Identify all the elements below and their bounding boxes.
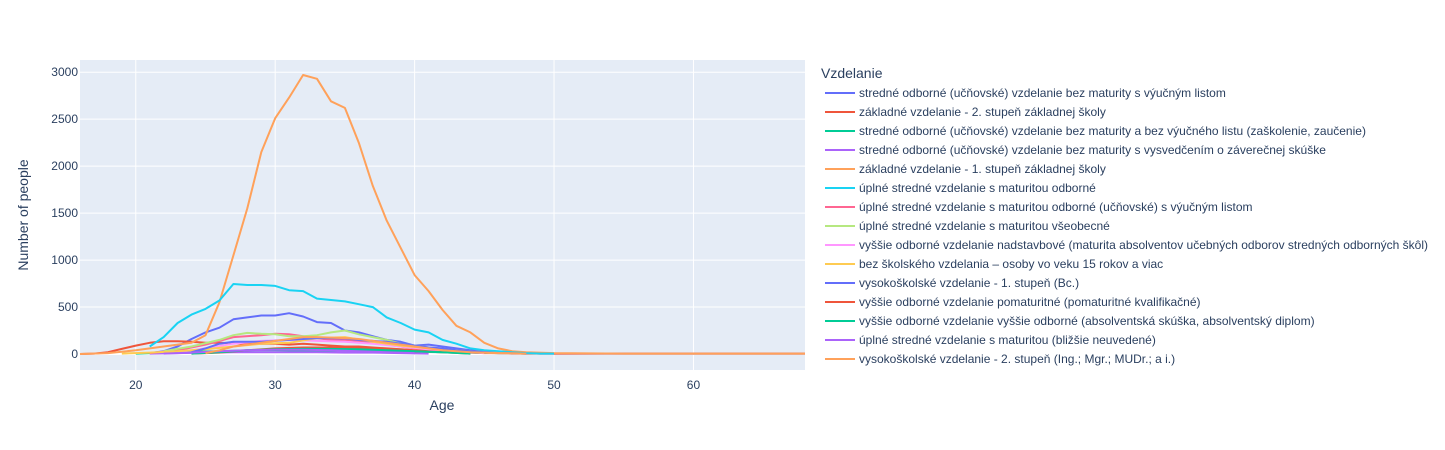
legend-label: základné vzdelanie - 2. stupeň základnej… xyxy=(859,105,1106,119)
y-axis-title: Number of people xyxy=(15,159,31,271)
legend-item[interactable]: základné vzdelanie - 2. stupeň základnej… xyxy=(825,105,1106,119)
legend-item[interactable]: stredné odborné (učňovské) vzdelanie bez… xyxy=(825,124,1366,138)
legend-label: úplné stredné vzdelanie s maturitou odbo… xyxy=(859,200,1253,214)
legend-item[interactable]: bez školského vzdelania – osoby vo veku … xyxy=(825,257,1163,271)
legend-item[interactable]: stredné odborné (učňovské) vzdelanie bez… xyxy=(825,143,1326,157)
legend: Vzdelanie stredné odborné (učňovské) vzd… xyxy=(821,65,1428,366)
legend-label: vyššie odborné vzdelanie nadstavbové (ma… xyxy=(859,238,1428,252)
legend-item[interactable]: úplné stredné vzdelanie s maturitou (bli… xyxy=(825,333,1156,347)
y-tick-label: 2000 xyxy=(51,159,78,173)
legend-item[interactable]: vysokoškolské vzdelanie - 1. stupeň (Bc.… xyxy=(825,276,1079,290)
legend-label: stredné odborné (učňovské) vzdelanie bez… xyxy=(859,143,1326,157)
legend-item[interactable]: úplné stredné vzdelanie s maturitou všeo… xyxy=(825,219,1110,233)
x-tick-label: 50 xyxy=(547,378,561,392)
legend-label: vysokoškolské vzdelanie - 1. stupeň (Bc.… xyxy=(859,276,1079,290)
series-lines xyxy=(79,74,805,355)
y-axis-ticks: 0 500 1000 1500 2000 2500 3000 xyxy=(51,65,78,361)
legend-label: vysokoškolské vzdelanie - 2. stupeň (Ing… xyxy=(859,352,1175,366)
legend-label: vyššie odborné vzdelanie pomaturitné (po… xyxy=(859,295,1201,309)
x-tick-label: 60 xyxy=(687,378,701,392)
legend-title: Vzdelanie xyxy=(821,65,883,81)
legend-item[interactable]: základné vzdelanie - 1. stupeň základnej… xyxy=(825,162,1106,176)
legend-item[interactable]: vyššie odborné vzdelanie nadstavbové (ma… xyxy=(825,238,1428,252)
legend-label: stredné odborné (učňovské) vzdelanie bez… xyxy=(859,124,1366,138)
plot-background xyxy=(80,60,805,370)
legend-label: základné vzdelanie - 1. stupeň základnej… xyxy=(859,162,1106,176)
legend-item[interactable]: úplné stredné vzdelanie s maturitou odbo… xyxy=(825,200,1253,214)
y-tick-label: 500 xyxy=(58,300,78,314)
legend-item[interactable]: úplné stredné vzdelanie s maturitou odbo… xyxy=(825,181,1096,195)
x-tick-label: 30 xyxy=(269,378,283,392)
x-axis-ticks: 20 30 40 50 60 xyxy=(129,378,700,392)
legend-label: vyššie odborné vzdelanie vyššie odborné … xyxy=(859,314,1315,328)
series-line-14 xyxy=(163,348,415,355)
legend-label: stredné odborné (učňovské) vzdelanie bez… xyxy=(859,86,1226,100)
legend-label: úplné stredné vzdelanie s maturitou všeo… xyxy=(859,219,1110,233)
y-tick-label: 1000 xyxy=(51,253,78,267)
legend-items: stredné odborné (učňovské) vzdelanie bez… xyxy=(825,86,1428,366)
legend-label: bez školského vzdelania – osoby vo veku … xyxy=(859,257,1163,271)
series-line-6 xyxy=(149,283,554,355)
legend-item[interactable]: vysokoškolské vzdelanie - 2. stupeň (Ing… xyxy=(825,352,1175,366)
legend-item[interactable]: vyššie odborné vzdelanie vyššie odborné … xyxy=(825,314,1315,328)
y-tick-label: 3000 xyxy=(51,65,78,79)
y-tick-label: 2500 xyxy=(51,112,78,126)
x-tick-label: 40 xyxy=(408,378,422,392)
legend-item[interactable]: stredné odborné (učňovské) vzdelanie bez… xyxy=(825,86,1226,100)
y-tick-label: 1500 xyxy=(51,206,78,220)
legend-item[interactable]: vyššie odborné vzdelanie pomaturitné (po… xyxy=(825,295,1201,309)
x-tick-label: 20 xyxy=(129,378,143,392)
x-axis-title: Age xyxy=(430,397,455,413)
series-line-15 xyxy=(205,336,527,355)
legend-label: úplné stredné vzdelanie s maturitou (bli… xyxy=(859,333,1156,347)
y-tick-label: 0 xyxy=(71,347,78,361)
legend-label: úplné stredné vzdelanie s maturitou odbo… xyxy=(859,181,1096,195)
